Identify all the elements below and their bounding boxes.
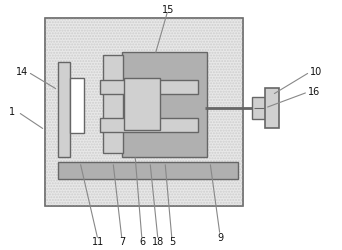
- Bar: [252, 97, 266, 119]
- Bar: [103, 55, 123, 153]
- Text: 16: 16: [308, 87, 320, 97]
- Bar: [58, 162, 238, 179]
- Bar: [265, 88, 279, 128]
- Bar: [124, 78, 160, 130]
- Text: 7: 7: [119, 237, 125, 247]
- Bar: [100, 80, 198, 94]
- Bar: [45, 18, 243, 206]
- Bar: [58, 62, 70, 157]
- Text: 18: 18: [152, 237, 164, 247]
- Text: 6: 6: [139, 237, 145, 247]
- Bar: [70, 78, 84, 133]
- Text: 15: 15: [162, 5, 174, 15]
- Bar: [45, 18, 243, 206]
- Text: 5: 5: [169, 237, 175, 247]
- Bar: [122, 52, 207, 157]
- Text: 14: 14: [16, 67, 28, 77]
- Text: 10: 10: [310, 67, 322, 77]
- Text: 9: 9: [217, 233, 223, 243]
- Text: 11: 11: [92, 237, 104, 247]
- Bar: [100, 118, 198, 132]
- Text: 1: 1: [9, 107, 15, 117]
